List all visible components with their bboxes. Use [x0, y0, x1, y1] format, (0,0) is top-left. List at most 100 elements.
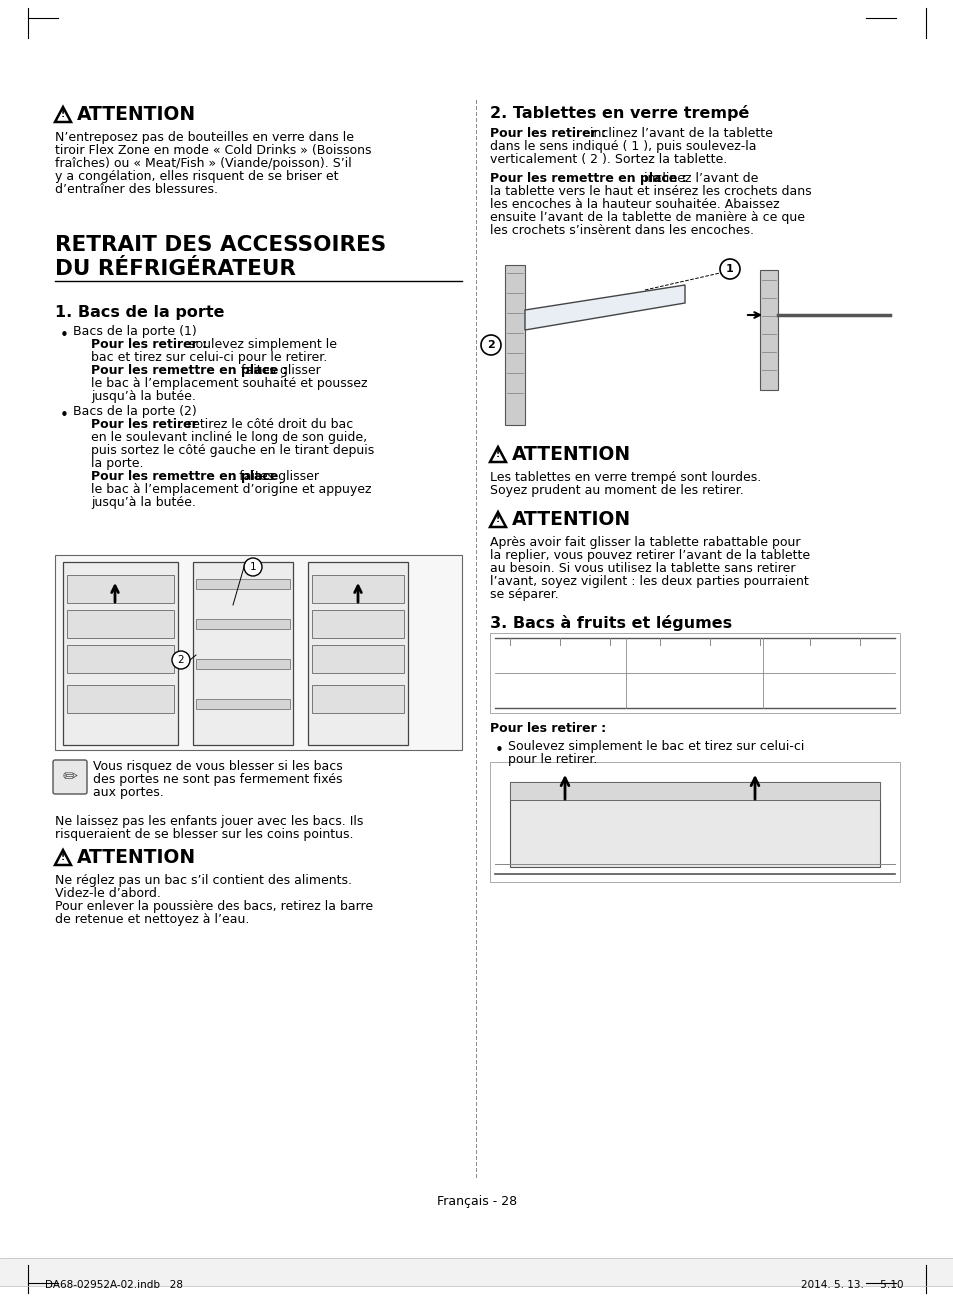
Bar: [490, 634, 899, 713]
Bar: [55, 556, 461, 749]
Text: Français - 28: Français - 28: [436, 1196, 517, 1209]
Text: Pour les retirer: Pour les retirer: [91, 418, 197, 431]
Text: les crochets s’insèrent dans les encoches.: les crochets s’insèrent dans les encoche…: [490, 224, 753, 237]
Text: soulevez simplement le: soulevez simplement le: [185, 338, 336, 351]
Text: 2: 2: [177, 654, 184, 665]
Text: faites glisser: faites glisser: [237, 364, 320, 377]
Circle shape: [244, 558, 262, 576]
Text: verticalement ( 2 ). Sortez la tablette.: verticalement ( 2 ). Sortez la tablette.: [490, 154, 726, 167]
Text: Videz-le d’abord.: Videz-le d’abord.: [55, 887, 161, 900]
Text: Bacs de la porte (2): Bacs de la porte (2): [73, 405, 196, 418]
Bar: [67, 575, 173, 602]
Text: !: !: [61, 853, 65, 863]
Text: d’entraîner des blessures.: d’entraîner des blessures.: [55, 183, 218, 196]
Text: Soulevez simplement le bac et tirez sur celui-ci: Soulevez simplement le bac et tirez sur …: [507, 740, 803, 753]
Bar: [490, 255, 899, 431]
Text: DU RÉFRIGÉRATEUR: DU RÉFRIGÉRATEUR: [55, 259, 295, 278]
Text: les encoches à la hauteur souhaitée. Abaissez: les encoches à la hauteur souhaitée. Aba…: [490, 198, 779, 211]
Text: RETRAIT DES ACCESSOIRES: RETRAIT DES ACCESSOIRES: [55, 235, 386, 255]
Bar: [312, 645, 403, 673]
Bar: [312, 610, 403, 637]
Text: Pour les remettre en place :: Pour les remettre en place :: [490, 172, 686, 185]
Bar: [312, 575, 403, 602]
Text: Les tablettes en verre trempé sont lourdes.: Les tablettes en verre trempé sont lourd…: [490, 471, 760, 484]
Text: •: •: [60, 409, 69, 423]
Text: se séparer.: se séparer.: [490, 588, 558, 601]
Text: des portes ne sont pas fermement fixés: des portes ne sont pas fermement fixés: [92, 773, 342, 786]
Text: •: •: [60, 328, 69, 343]
Bar: [195, 619, 290, 628]
Bar: [0, 1258, 953, 1285]
Text: Pour enlever la poussière des bacs, retirez la barre: Pour enlever la poussière des bacs, reti…: [55, 900, 373, 913]
Bar: [510, 782, 879, 800]
Text: pour le retirer.: pour le retirer.: [507, 753, 597, 766]
Text: : retirez le côté droit du bac: : retirez le côté droit du bac: [174, 418, 353, 431]
Text: Pour les remettre en place :: Pour les remettre en place :: [91, 364, 288, 377]
Text: •: •: [495, 743, 503, 758]
Text: Pour les remettre en place: Pour les remettre en place: [91, 470, 278, 483]
Text: 1: 1: [725, 264, 733, 275]
Text: tiroir Flex Zone en mode « Cold Drinks » (Boissons: tiroir Flex Zone en mode « Cold Drinks »…: [55, 144, 371, 157]
Text: ensuite l’avant de la tablette de manière à ce que: ensuite l’avant de la tablette de manièr…: [490, 211, 804, 224]
Text: Ne réglez pas un bac s’il contient des aliments.: Ne réglez pas un bac s’il contient des a…: [55, 874, 352, 887]
Bar: [308, 562, 408, 745]
Circle shape: [480, 334, 500, 355]
Text: le bac à l’emplacement d’origine et appuyez: le bac à l’emplacement d’origine et appu…: [91, 483, 371, 496]
Text: N’entreposez pas de bouteilles en verre dans le: N’entreposez pas de bouteilles en verre …: [55, 131, 354, 144]
Text: 1: 1: [250, 562, 256, 572]
Text: inclinez l’avant de: inclinez l’avant de: [639, 172, 758, 185]
Text: jusqu’à la butée.: jusqu’à la butée.: [91, 390, 195, 403]
Polygon shape: [524, 285, 684, 330]
Text: la porte.: la porte.: [91, 457, 143, 470]
Text: de retenue et nettoyez à l’eau.: de retenue et nettoyez à l’eau.: [55, 913, 249, 926]
Text: ATTENTION: ATTENTION: [77, 848, 196, 866]
Bar: [195, 699, 290, 709]
Text: 2. Tablettes en verre trempé: 2. Tablettes en verre trempé: [490, 105, 749, 121]
Text: !: !: [61, 111, 65, 120]
Text: jusqu’à la butée.: jusqu’à la butée.: [91, 496, 195, 509]
Text: l’avant, soyez vigilent : les deux parties pourraient: l’avant, soyez vigilent : les deux parti…: [490, 575, 808, 588]
Text: inclinez l’avant de la tablette: inclinez l’avant de la tablette: [586, 127, 773, 141]
Bar: [510, 782, 879, 866]
Text: Ne laissez pas les enfants jouer avec les bacs. Ils: Ne laissez pas les enfants jouer avec le…: [55, 814, 363, 827]
Text: dans le sens indiqué ( 1 ), puis soulevez-la: dans le sens indiqué ( 1 ), puis souleve…: [490, 141, 756, 154]
Text: Bacs de la porte (1): Bacs de la porte (1): [73, 325, 196, 338]
Text: fraîches) ou « Meat/Fish » (Viande/poisson). S’il: fraîches) ou « Meat/Fish » (Viande/poiss…: [55, 157, 352, 170]
Text: la tablette vers le haut et insérez les crochets dans: la tablette vers le haut et insérez les …: [490, 185, 811, 198]
Text: Vous risquez de vous blesser si les bacs: Vous risquez de vous blesser si les bacs: [92, 760, 342, 773]
Bar: [67, 610, 173, 637]
Text: 2014. 5. 13.     5:10: 2014. 5. 13. 5:10: [801, 1280, 903, 1291]
Text: !: !: [496, 450, 499, 459]
Text: Pour les retirer :: Pour les retirer :: [490, 722, 605, 735]
Text: 2: 2: [487, 340, 495, 350]
Text: le bac à l’emplacement souhaité et poussez: le bac à l’emplacement souhaité et pouss…: [91, 377, 367, 390]
Bar: [195, 660, 290, 669]
Text: !: !: [496, 515, 499, 524]
Bar: [490, 762, 899, 882]
Text: au besoin. Si vous utilisez la tablette sans retirer: au besoin. Si vous utilisez la tablette …: [490, 562, 795, 575]
Bar: [504, 265, 524, 425]
Bar: [63, 562, 178, 745]
Bar: [195, 579, 290, 589]
Bar: [312, 686, 403, 713]
Text: bac et tirez sur celui-ci pour le retirer.: bac et tirez sur celui-ci pour le retire…: [91, 351, 327, 364]
Text: en le soulevant incliné le long de son guide,: en le soulevant incliné le long de son g…: [91, 431, 367, 444]
Text: risqueraient de se blesser sur les coins pointus.: risqueraient de se blesser sur les coins…: [55, 827, 354, 840]
Bar: [760, 271, 778, 390]
Circle shape: [172, 650, 190, 669]
Bar: [193, 562, 293, 745]
Text: : faites glisser: : faites glisser: [227, 470, 318, 483]
Text: puis sortez le côté gauche en le tirant depuis: puis sortez le côté gauche en le tirant …: [91, 444, 374, 457]
Text: y a congélation, elles risquent de se briser et: y a congélation, elles risquent de se br…: [55, 170, 338, 183]
FancyBboxPatch shape: [53, 760, 87, 794]
Text: la replier, vous pouvez retirer l’avant de la tablette: la replier, vous pouvez retirer l’avant …: [490, 549, 809, 562]
Text: ✏: ✏: [62, 768, 77, 786]
Circle shape: [720, 259, 740, 278]
Text: 1. Bacs de la porte: 1. Bacs de la porte: [55, 304, 224, 320]
Text: ATTENTION: ATTENTION: [77, 105, 196, 124]
Text: ATTENTION: ATTENTION: [512, 445, 631, 464]
Text: DA68-02952A-02.indb   28: DA68-02952A-02.indb 28: [45, 1280, 183, 1291]
Text: 3. Bacs à fruits et légumes: 3. Bacs à fruits et légumes: [490, 615, 731, 631]
Text: Pour les retirer :: Pour les retirer :: [91, 338, 207, 351]
Text: Soyez prudent au moment de les retirer.: Soyez prudent au moment de les retirer.: [490, 484, 743, 497]
